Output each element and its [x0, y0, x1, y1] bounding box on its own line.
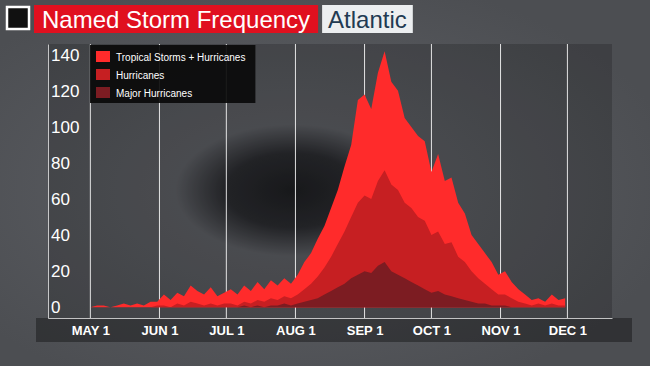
grid-line: [295, 44, 296, 318]
y-axis: 0 20 40 60 80 100 120 140: [48, 45, 79, 319]
x-tick: JUL 1: [209, 318, 244, 338]
x-tick-label: NOV 1: [482, 323, 521, 338]
x-tick-label: OCT 1: [413, 323, 451, 338]
series-area: [90, 262, 565, 307]
plot-area: [48, 44, 612, 318]
title-box: [34, 5, 318, 33]
grid-line: [567, 44, 568, 318]
grid-x: [90, 44, 567, 318]
y-tick-label: 60: [51, 190, 70, 209]
y-tick-label: 40: [51, 226, 70, 245]
header: Named Storm Frequency Atlantic: [7, 5, 413, 33]
x-tick-label: AUG 1: [276, 323, 316, 338]
legend-swatch: [96, 87, 110, 98]
y-tick: 80: [48, 154, 70, 173]
legend-label: Major Hurricanes: [116, 88, 192, 99]
y-tick: 140: [48, 46, 79, 65]
legend-label: Tropical Storms + Hurricanes: [116, 52, 245, 63]
legend-box: [90, 45, 255, 103]
series-area: [90, 170, 565, 307]
y-axis-line: [48, 45, 49, 319]
y-tick: 60: [48, 190, 70, 209]
x-tick: MAY 1: [72, 318, 110, 338]
x-axis: MAY 1 JUN 1 JUL 1 AUG 1 SEP 1 OCT 1 NOV 1 DEC 1: [49, 318, 613, 338]
y-tick-label: 0: [51, 298, 60, 317]
x-tick: OCT 1: [413, 318, 451, 338]
y-tick-label: 140: [51, 46, 79, 65]
y-tick-label: 80: [51, 154, 70, 173]
y-tick: 100: [48, 118, 79, 137]
x-tick: AUG 1: [276, 318, 316, 338]
y-tick: 120: [48, 82, 79, 101]
y-tick-label: 100: [51, 118, 79, 137]
x-axis-band: [36, 318, 632, 342]
subtitle: Atlantic: [328, 6, 407, 33]
y-tick-label: 120: [51, 82, 79, 101]
x-tick: DEC 1: [549, 318, 587, 338]
series-area: [90, 51, 565, 307]
legend: Tropical Storms + Hurricanes Hurricanes Ma…: [90, 45, 255, 103]
chart-root: 0 20 40 60 80 100 120 140 MAY 1 JUN 1 JUL 1 AUG 1 SE…: [0, 0, 650, 366]
x-axis-line: [49, 318, 613, 319]
x-tick-label: JUL 1: [209, 323, 244, 338]
legend-swatch: [96, 51, 110, 62]
background: [0, 0, 650, 366]
y-tick-label: 20: [51, 262, 70, 281]
legend-label: Hurricanes: [116, 70, 164, 81]
x-tick-label: DEC 1: [549, 323, 587, 338]
x-tick: NOV 1: [482, 318, 521, 338]
legend-swatch: [96, 69, 110, 80]
title: Named Storm Frequency: [42, 6, 310, 33]
subtitle-box: [322, 5, 413, 33]
y-tick: 40: [48, 226, 70, 245]
y-tick: 20: [48, 262, 70, 281]
header-icon: [7, 7, 29, 29]
x-tick: SEP 1: [347, 318, 384, 338]
x-tick-label: MAY 1: [72, 323, 110, 338]
plot-marks: [90, 51, 565, 307]
x-tick-label: JUN 1: [142, 323, 179, 338]
y-tick: 0: [48, 298, 60, 317]
x-tick-label: SEP 1: [347, 323, 384, 338]
x-tick: JUN 1: [142, 318, 179, 338]
